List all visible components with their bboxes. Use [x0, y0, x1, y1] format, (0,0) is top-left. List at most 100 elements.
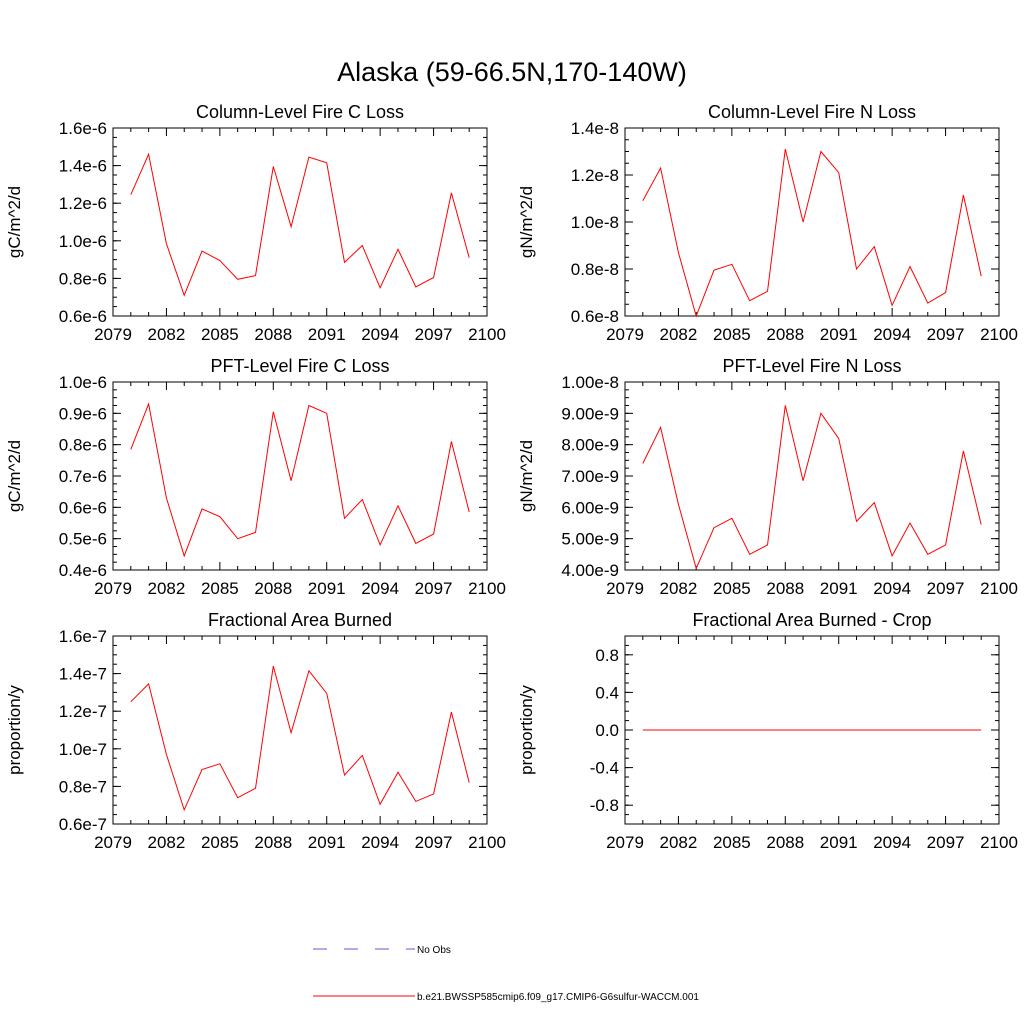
x-tick-label: 2091	[820, 579, 858, 598]
series-line	[130, 152, 470, 297]
y-tick-label: 1.0e-6	[59, 373, 107, 392]
x-tick-label: 2082	[148, 579, 186, 598]
x-tick-label: 2097	[927, 579, 965, 598]
x-tick-label: 2082	[660, 579, 698, 598]
y-tick-label: 0.4e-6	[59, 561, 107, 580]
panel-5: Fractional Area Burned 2079 2082 2085 2088 20…	[5, 610, 506, 852]
y-tick-label: 0.8e-6	[59, 436, 107, 455]
x-tick-label: 2091	[308, 325, 346, 344]
x-tick-label: 2097	[415, 833, 453, 852]
chart-panels: Column-Level Fire C Loss 2079 2082 2085 2088…	[5, 102, 1018, 852]
panel-title: Column-Level Fire C Loss	[196, 102, 404, 122]
y-axis-label: proportion/y	[517, 685, 536, 775]
x-tick-label: 2079	[606, 325, 644, 344]
y-tick-label: 5.00e-9	[561, 530, 619, 549]
y-tick-label: 1.0e-6	[59, 232, 107, 251]
x-tick-label: 2097	[415, 579, 453, 598]
x-tick-label: 2094	[361, 833, 399, 852]
x-tick-label: 2079	[606, 833, 644, 852]
y-axis-label: gN/m^2/d	[517, 186, 536, 258]
y-tick-label: 0.8	[595, 646, 619, 665]
x-tick-label: 2100	[468, 833, 506, 852]
x-tick-label: 2085	[201, 325, 239, 344]
x-tick-label: 2088	[254, 325, 292, 344]
x-tick-label: 2100	[468, 325, 506, 344]
y-tick-label: 1.4e-7	[59, 665, 107, 684]
y-tick-label: 1.2e-8	[571, 166, 619, 185]
y-tick-label: 1.6e-7	[59, 627, 107, 646]
x-tick-label: 2097	[927, 325, 965, 344]
x-tick-label: 2091	[820, 325, 858, 344]
y-tick-label: 1.4e-6	[59, 157, 107, 176]
y-tick-label: 0.9e-6	[59, 404, 107, 423]
y-tick-label: -0.4	[590, 759, 619, 778]
panel-6: Fractional Area Burned - Crop 2079 2082 208…	[517, 610, 1018, 852]
y-tick-label: 1.00e-8	[561, 373, 619, 392]
y-tick-label: 0.8e-7	[59, 777, 107, 796]
x-tick-label: 2082	[660, 833, 698, 852]
panel-3: PFT-Level Fire C Loss 2079 2082 2085 2088 209…	[5, 356, 506, 598]
x-tick-label: 2094	[873, 325, 911, 344]
x-tick-label: 2085	[713, 579, 751, 598]
y-tick-label: 1.4e-8	[571, 119, 619, 138]
y-tick-label: 0.7e-6	[59, 467, 107, 486]
x-tick-label: 2082	[148, 325, 186, 344]
x-tick-label: 2091	[820, 833, 858, 852]
x-tick-label: 2100	[980, 579, 1018, 598]
y-tick-label: 0.4	[595, 683, 619, 702]
x-tick-label: 2085	[713, 325, 751, 344]
x-tick-label: 2088	[766, 833, 804, 852]
x-tick-label: 2088	[254, 833, 292, 852]
legend-label: No Obs	[417, 945, 451, 956]
y-tick-label: 1.0e-8	[571, 213, 619, 232]
plot-frame	[112, 381, 488, 571]
x-tick-label: 2088	[254, 579, 292, 598]
x-tick-label: 2079	[606, 579, 644, 598]
x-tick-label: 2094	[873, 833, 911, 852]
panel-2: Column-Level Fire N Loss 2079 2082 2085 2088…	[517, 102, 1018, 344]
plot-frame	[624, 127, 1000, 317]
series-line	[130, 665, 470, 812]
panel-title: Fractional Area Burned - Crop	[692, 610, 931, 630]
panel-1: Column-Level Fire C Loss 2079 2082 2085 2088…	[5, 102, 506, 344]
y-tick-label: 0.0	[595, 721, 619, 740]
y-tick-label: 9.00e-9	[561, 404, 619, 423]
x-tick-label: 2082	[148, 833, 186, 852]
panel-title: Fractional Area Burned	[208, 610, 392, 630]
x-tick-label: 2097	[927, 833, 965, 852]
x-tick-label: 2082	[660, 325, 698, 344]
y-tick-label: 0.6e-6	[59, 498, 107, 517]
panel-title: Column-Level Fire N Loss	[708, 102, 916, 122]
y-tick-label: 0.6e-6	[59, 307, 107, 326]
x-tick-label: 2085	[201, 833, 239, 852]
x-tick-label: 2091	[308, 579, 346, 598]
figure-title: Alaska (59-66.5N,170-140W)	[337, 57, 687, 87]
x-tick-label: 2100	[468, 579, 506, 598]
y-tick-label: -0.8	[590, 796, 619, 815]
plot-frame	[112, 635, 488, 825]
legend-item: No Obs	[313, 945, 451, 956]
x-tick-label: 2091	[308, 833, 346, 852]
y-tick-label: 4.00e-9	[561, 561, 619, 580]
y-axis-label: gC/m^2/d	[5, 186, 24, 258]
x-tick-label: 2100	[980, 325, 1018, 344]
y-axis-label: proportion/y	[5, 685, 24, 775]
y-tick-label: 7.00e-9	[561, 467, 619, 486]
y-tick-label: 0.6e-8	[571, 307, 619, 326]
y-tick-label: 6.00e-9	[561, 498, 619, 517]
panel-title: PFT-Level Fire C Loss	[210, 356, 389, 376]
x-tick-label: 2088	[766, 579, 804, 598]
x-tick-label: 2079	[94, 579, 132, 598]
plot-frame	[624, 381, 1000, 571]
y-tick-label: 0.8e-8	[571, 260, 619, 279]
x-tick-label: 2100	[980, 833, 1018, 852]
x-tick-label: 2085	[713, 833, 751, 852]
y-axis-label: gC/m^2/d	[5, 440, 24, 512]
y-axis-label: gN/m^2/d	[517, 440, 536, 512]
y-tick-label: 0.5e-6	[59, 530, 107, 549]
panel-4: PFT-Level Fire N Loss 2079 2082 2085 2088 209…	[517, 356, 1018, 598]
y-tick-label: 0.6e-7	[59, 815, 107, 834]
y-tick-label: 1.2e-6	[59, 194, 107, 213]
x-tick-label: 2094	[361, 579, 399, 598]
